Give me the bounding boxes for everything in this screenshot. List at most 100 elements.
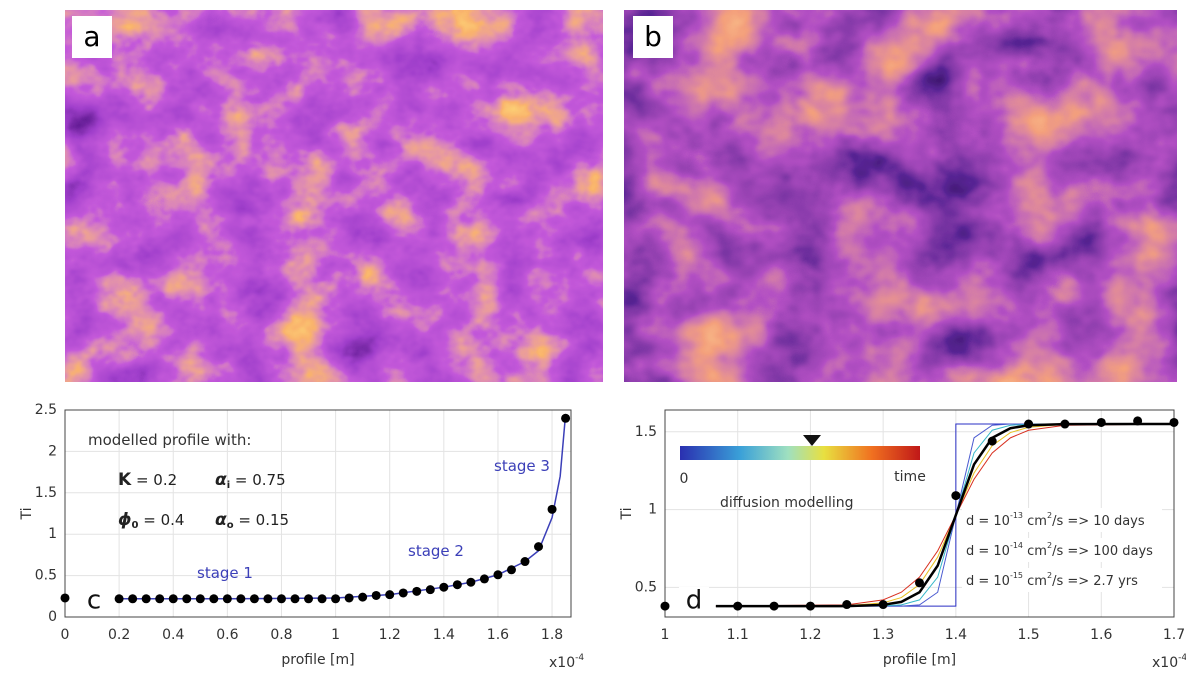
data-point <box>1170 418 1179 427</box>
data-point <box>521 557 530 566</box>
x-tick-label: 1.3 <box>872 627 894 643</box>
data-point <box>142 594 151 603</box>
y-tick-label: 2.5 <box>35 402 57 418</box>
data-point <box>915 578 924 587</box>
panel-label: b <box>644 20 662 53</box>
x-tick-label: 1.4 <box>945 627 967 643</box>
annotation-symbol: K <box>118 470 132 490</box>
x-tick-label: 0.8 <box>270 627 292 643</box>
panel-label: a <box>83 20 100 53</box>
multiplier-exp: -4 <box>1178 653 1186 663</box>
x-tick-label: 1.1 <box>727 627 749 643</box>
multiplier-base: x10 <box>1152 655 1178 671</box>
annotation-text: = 0.4 <box>139 511 185 529</box>
data-point <box>277 594 286 603</box>
data-point <box>385 590 394 599</box>
data-point <box>548 505 557 514</box>
data-point <box>1024 420 1033 429</box>
note-unit: cm <box>1023 574 1047 589</box>
data-point <box>453 580 462 589</box>
y-axis-label: Ti <box>619 507 635 520</box>
data-point <box>250 594 259 603</box>
data-point <box>169 594 178 603</box>
data-point <box>61 593 70 602</box>
data-point <box>439 583 448 592</box>
micrograph <box>65 10 603 382</box>
data-point <box>291 594 300 603</box>
data-point <box>661 602 670 611</box>
note-exp: -15 <box>1010 571 1023 580</box>
data-point <box>372 591 381 600</box>
y-axis-label: Ti <box>19 507 35 520</box>
panel-label: d <box>686 586 703 616</box>
y-tick-label: 1.5 <box>35 485 57 501</box>
data-point <box>842 600 851 609</box>
colorbar-min: 0 <box>680 471 689 487</box>
x-multiplier: x10-4 <box>549 653 584 672</box>
annotation-text: = 0.2 <box>131 471 177 489</box>
x-multiplier: x10-4 <box>1152 653 1186 672</box>
data-point <box>209 594 218 603</box>
diffusion-note: d = 10-15 cm2/s => 2.7 yrs <box>966 571 1138 589</box>
annotation-text: = 0.15 <box>234 511 290 529</box>
colorbar-gradient <box>680 446 920 460</box>
y-tick-label: 0.5 <box>35 568 57 584</box>
note-base: d = 10 <box>966 544 1010 559</box>
annotation: K = 0.2 <box>118 470 177 490</box>
multiplier-exp: -4 <box>575 653 584 663</box>
x-tick-label: 1.4 <box>433 627 455 643</box>
x-tick-label: 1.2 <box>379 627 401 643</box>
annotation-symbol: α <box>215 510 227 530</box>
x-tick-label: 1.6 <box>1090 627 1112 643</box>
note-rest: /s => 2.7 yrs <box>1052 574 1138 589</box>
annotation: stage 3 <box>494 457 550 475</box>
annotation: stage 1 <box>197 564 253 582</box>
y-tick-label: 1.5 <box>635 424 657 440</box>
annotation-text: modelled profile with: <box>88 431 251 449</box>
y-tick-label: 1 <box>648 502 657 518</box>
annotation-text: stage 1 <box>197 564 253 582</box>
data-point <box>951 491 960 500</box>
y-tick-label: 1 <box>48 526 57 542</box>
x-tick-label: 0.2 <box>108 627 130 643</box>
data-point <box>480 574 489 583</box>
data-point <box>733 602 742 611</box>
annotation: ϕ0 = 0.4 <box>118 510 184 531</box>
x-tick-label: 1.5 <box>1017 627 1039 643</box>
x-tick-label: 0.4 <box>162 627 184 643</box>
x-tick-label: 1.2 <box>799 627 821 643</box>
data-point <box>412 587 421 596</box>
x-tick-label: 1 <box>331 627 340 643</box>
data-point <box>236 594 245 603</box>
x-axis-label: profile [m] <box>883 652 956 668</box>
data-point <box>331 594 340 603</box>
data-point <box>318 594 327 603</box>
data-point <box>770 602 779 611</box>
data-point <box>426 585 435 594</box>
x-tick-label: 0 <box>61 627 70 643</box>
image-panel-b: b <box>624 10 1177 382</box>
note-rest: /s => 100 days <box>1052 544 1153 559</box>
annotation-text: = 0.75 <box>230 471 286 489</box>
annotation: αo = 0.15 <box>215 510 289 531</box>
data-point <box>128 594 137 603</box>
multiplier-base: x10 <box>549 655 575 671</box>
x-tick-label: 1.7 <box>1163 627 1185 643</box>
note-base: d = 10 <box>966 514 1010 529</box>
annotation-subscript: 0 <box>132 520 139 531</box>
colorbar-max: time <box>894 469 926 485</box>
data-point <box>534 542 543 551</box>
micrograph <box>624 10 1177 382</box>
note-unit: cm <box>1023 514 1047 529</box>
annotation: αi = 0.75 <box>215 470 286 491</box>
data-point <box>988 437 997 446</box>
data-point <box>1097 418 1106 427</box>
y-tick-label: 2 <box>48 443 57 459</box>
x-tick-label: 1.8 <box>541 627 563 643</box>
data-point <box>182 594 191 603</box>
note-unit: cm <box>1023 544 1047 559</box>
data-point <box>399 588 408 597</box>
colorbar: 0timediffusion modelling <box>680 435 926 511</box>
panel-label: c <box>87 586 101 616</box>
x-tick-label: 1 <box>661 627 670 643</box>
